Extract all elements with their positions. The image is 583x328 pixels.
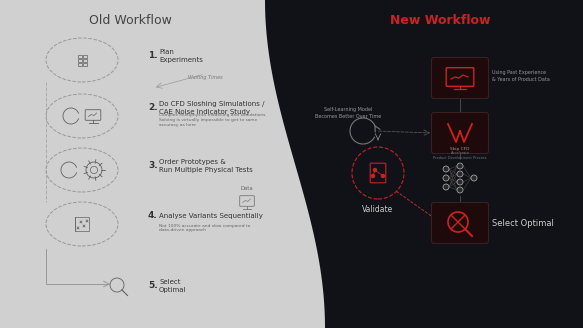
Text: Accelerate
Product Development Process: Accelerate Product Development Process <box>433 151 487 160</box>
Text: Data: Data <box>241 186 253 191</box>
Text: Validate: Validate <box>363 205 394 214</box>
Text: Select
Optimal: Select Optimal <box>159 279 187 293</box>
Text: 4.: 4. <box>148 212 158 220</box>
Circle shape <box>457 171 463 177</box>
Text: Analyse Variants Sequentially: Analyse Variants Sequentially <box>159 213 263 219</box>
Bar <box>83 63 86 66</box>
Bar <box>78 58 82 62</box>
Text: Skip CFD: Skip CFD <box>450 147 470 151</box>
Bar <box>83 54 86 57</box>
FancyBboxPatch shape <box>431 202 489 243</box>
Text: Plan
Experiments: Plan Experiments <box>159 49 203 63</box>
Text: 1.: 1. <box>148 51 157 60</box>
Circle shape <box>443 175 449 181</box>
Text: 3.: 3. <box>148 161 157 171</box>
Circle shape <box>457 163 463 169</box>
Bar <box>78 63 82 66</box>
Circle shape <box>471 175 477 181</box>
Text: New Workflow: New Workflow <box>390 14 490 27</box>
Bar <box>83 58 86 62</box>
Text: Old Workflow: Old Workflow <box>89 14 171 27</box>
Text: Complex Multiphysics modelling and simulations
Solving is virtually impossible t: Complex Multiphysics modelling and simul… <box>159 113 265 127</box>
Text: Self-Learning Model
Becomes Better Over Time: Self-Learning Model Becomes Better Over … <box>315 107 381 119</box>
Circle shape <box>443 166 449 172</box>
Circle shape <box>381 174 385 177</box>
Text: Waiting Times: Waiting Times <box>188 75 222 80</box>
Text: Using Past Experience
& Years of Product Data: Using Past Experience & Years of Product… <box>492 70 550 82</box>
Circle shape <box>457 187 463 193</box>
Text: 2.: 2. <box>148 104 157 113</box>
Text: Order Prototypes &
Run Multiple Physical Tests: Order Prototypes & Run Multiple Physical… <box>159 159 253 173</box>
Polygon shape <box>265 0 583 328</box>
Text: 5.: 5. <box>148 281 157 291</box>
Circle shape <box>457 179 463 185</box>
Text: Select Optimal: Select Optimal <box>492 218 554 228</box>
FancyBboxPatch shape <box>431 113 489 154</box>
Text: Not 100% accurate and slow compared to
data-driven approach: Not 100% accurate and slow compared to d… <box>159 224 250 233</box>
Bar <box>75 217 89 231</box>
Circle shape <box>443 184 449 190</box>
FancyBboxPatch shape <box>431 57 489 98</box>
Bar <box>78 54 82 57</box>
Circle shape <box>374 169 377 172</box>
Circle shape <box>371 174 374 177</box>
Text: Do CFD Sloshing Simulations /
CAE Noise Indicator Study: Do CFD Sloshing Simulations / CAE Noise … <box>159 101 265 115</box>
